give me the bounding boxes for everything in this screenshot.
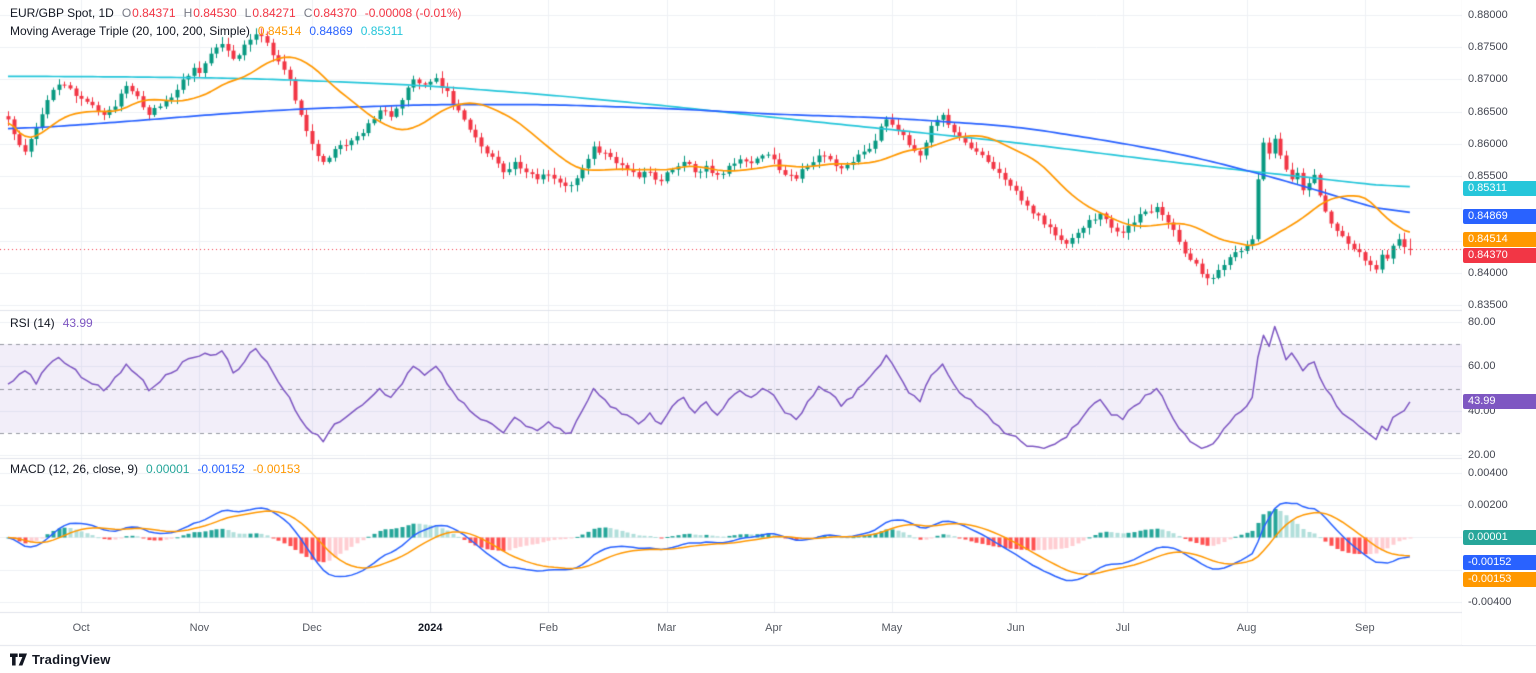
axis-tick-label: 0.00400 — [1468, 466, 1508, 479]
axis-tick-label: 0.88000 — [1468, 9, 1508, 21]
axis-price-tag: 0.00001 — [1463, 529, 1536, 545]
time-axis-label: Jun — [1006, 622, 1025, 634]
axis-tick-label: 80.00 — [1468, 315, 1496, 328]
axis-price-tag: 0.84514 — [1463, 232, 1536, 248]
symbol-title[interactable]: EUR/GBP Spot, 1D — [10, 6, 114, 20]
ma-title[interactable]: Moving Average Triple (20, 100, 200, Sim… — [10, 24, 250, 38]
axis-tick-label: 0.85500 — [1468, 170, 1508, 183]
macd-legend[interactable]: MACD (12, 26, close, 9) 0.00001 -0.00152… — [10, 462, 300, 477]
time-axis-label: Mar — [657, 622, 677, 634]
axis-price-tag: -0.00153 — [1463, 571, 1536, 587]
ma200-value: 0.85311 — [360, 24, 404, 38]
time-axis-label: Nov — [189, 622, 210, 634]
axis-price-tag: 43.99 — [1463, 394, 1536, 410]
main-legend[interactable]: EUR/GBP Spot, 1D O 0.84371 H 0.84530 L 0.84… — [10, 6, 462, 21]
time-axis-label: Feb — [538, 622, 558, 634]
price-axis[interactable]: 0.88000 0.87500 0.87000 0.86500 0.86000 0.855… — [1462, 0, 1536, 645]
rsi-title[interactable]: RSI (14) — [10, 316, 55, 330]
high-value: H 0.84530 — [183, 6, 237, 20]
macd-title[interactable]: MACD (12, 26, close, 9) — [10, 462, 139, 476]
time-axis-label: Dec — [302, 622, 322, 634]
axis-tick-label: 60.00 — [1468, 360, 1496, 373]
macd-hist-value: 0.00001 — [146, 462, 190, 476]
time-axis-label: Aug — [1236, 622, 1257, 634]
axis-tick-label: 0.87500 — [1468, 41, 1508, 54]
axis-tick-label: -0.00400 — [1468, 596, 1512, 608]
ma100-value: 0.84869 — [309, 24, 353, 38]
axis-price-tag: 0.84370 — [1463, 248, 1536, 264]
axis-tick-label: 0.84000 — [1468, 266, 1508, 279]
open-value: O 0.84371 — [121, 6, 176, 20]
axis-price-tag: -0.00152 — [1463, 554, 1536, 570]
rsi-value: 43.99 — [62, 316, 93, 330]
change-value: -0.00008 (-0.01%) — [364, 6, 462, 20]
macd-signal-value: -0.00153 — [252, 462, 301, 476]
time-axis-label: 2024 — [418, 622, 443, 634]
axis-tick-label: 0.86500 — [1468, 105, 1508, 118]
axis-tick-label: 0.00200 — [1468, 499, 1508, 512]
rsi-legend[interactable]: RSI (14) 43.99 — [10, 316, 93, 331]
axis-price-tag: 0.85311 — [1463, 180, 1536, 196]
ma20-value: 0.84514 — [257, 24, 302, 38]
close-value: C 0.84370 — [303, 6, 357, 20]
axis-price-tag: 0.84869 — [1463, 209, 1536, 225]
low-value: L 0.84271 — [244, 6, 296, 20]
macd-line-value: -0.00152 — [197, 462, 245, 476]
footer-bar: TradingView — [0, 645, 1536, 673]
axis-tick-label: 0.83500 — [1468, 298, 1508, 311]
axis-tick-label: 0.87000 — [1468, 73, 1508, 86]
time-axis-label: Sep — [1355, 622, 1375, 634]
time-axis[interactable]: Oct Nov Dec 2024 Feb Mar Apr May Jun Jul Aug Sep — [0, 612, 1462, 645]
axis-tick-label: 0.86000 — [1468, 137, 1508, 150]
time-axis-label: Oct — [72, 622, 90, 634]
time-axis-label: Jul — [1115, 622, 1130, 634]
brand-name[interactable]: TradingView — [32, 651, 111, 667]
time-axis-label: Apr — [765, 622, 783, 634]
tradingview-logo-icon[interactable] — [10, 653, 27, 666]
time-axis-label: May — [881, 622, 903, 634]
axis-tick-label: 20.00 — [1468, 449, 1496, 461]
ma-legend[interactable]: Moving Average Triple (20, 100, 200, Sim… — [10, 24, 403, 39]
